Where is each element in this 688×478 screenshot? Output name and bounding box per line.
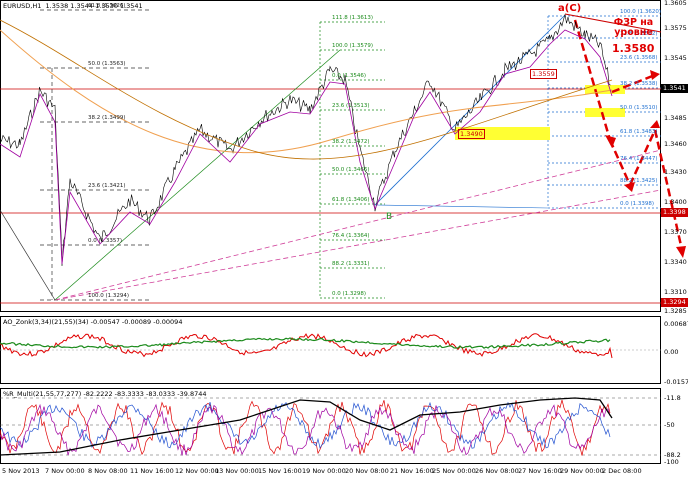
fib-level-label: 100.0 (1.3579) xyxy=(332,43,374,49)
time-axis-label: 8 Nov 08:00 xyxy=(88,467,128,475)
wave-label-b: B xyxy=(386,212,393,222)
fib-level-label: 76.4 (1.3447) xyxy=(620,156,658,162)
price-axis-label: 1.3605 xyxy=(664,0,687,7)
fib-level-label: 11.8 (1.3592) xyxy=(620,31,658,37)
fib-level-label: 50.0 (1.3563) xyxy=(88,61,126,67)
ao-axis-label: 0.00687 xyxy=(664,320,688,328)
price-axis-label: 1.3485 xyxy=(664,114,687,122)
price-axis-label: 1.3370 xyxy=(664,228,687,236)
time-axis-label: 25 Nov 00:00 xyxy=(432,467,476,475)
wpr-axis-label: -50 xyxy=(664,421,675,429)
time-axis-label: 13 Nov 00:00 xyxy=(215,467,259,475)
ohlc-values: 1.3538 1.3544 1.3530 1.3541 xyxy=(45,2,143,10)
wpr-axis-label: -100 xyxy=(664,458,679,466)
fib-level-label: 61.8 (1.3626) xyxy=(88,3,126,9)
time-axis-label: 27 Nov 16:00 xyxy=(518,467,562,475)
fib-level-label: 0.0 (1.3298) xyxy=(332,291,367,297)
fib-level-label: 111.8 (1.3613) xyxy=(332,15,374,21)
fib-level-label: 61.8 (1.3406) xyxy=(332,197,370,203)
time-axis-label: 15 Nov 16:00 xyxy=(258,467,302,475)
price-axis-label: 1.3460 xyxy=(664,140,687,148)
ao-axis-label: -0.0157 xyxy=(664,378,688,386)
fib-level-label: 0.0 (1.3398) xyxy=(620,201,655,207)
fib-level-label: 38.2 (1.3472) xyxy=(332,139,370,145)
wpr-title: %R_Multi(21,55,77,277) -82.2222 -83.3333… xyxy=(3,390,207,398)
level-tag-2: 1.3294 xyxy=(661,298,688,307)
fib-level-label: 100.0 (1.3294) xyxy=(88,293,130,299)
level-tag-1: 1.3398 xyxy=(661,208,688,217)
fib-level-label: 50.0 (1.3466) xyxy=(332,167,370,173)
ao-indicator-panel[interactable] xyxy=(0,316,661,384)
price-axis-label: 1.3430 xyxy=(664,168,687,176)
fib-level-label: 38.2 (1.3538) xyxy=(620,81,658,87)
fib-level-label: 100.0 (1.3620) xyxy=(620,9,662,15)
time-axis-label: 19 Nov 00:00 xyxy=(302,467,346,475)
fib-level-label: 88.2 (1.3425) xyxy=(620,178,658,184)
time-axis-label: 2 Dec 08:00 xyxy=(602,467,642,475)
price-axis-label: 1.3340 xyxy=(664,258,687,266)
current-price-tag: 1.3541 xyxy=(661,84,688,93)
time-axis-label: 26 Nov 08:00 xyxy=(475,467,519,475)
price-axis-label: 1.3575 xyxy=(664,24,687,32)
time-axis-label: 5 Nov 2013 xyxy=(2,467,40,475)
time-axis-label: 21 Nov 16:00 xyxy=(390,467,434,475)
fib-level-label: 76.4 (1.3364) xyxy=(332,233,370,239)
fib-level-label: 23.6 (1.3568) xyxy=(620,55,658,61)
ao-axis-label: 0.00 xyxy=(664,348,679,356)
highlight-box-3 xyxy=(455,127,550,140)
highlight-box-1 xyxy=(585,85,625,94)
price-chart-panel[interactable] xyxy=(0,0,661,312)
fib-level-label: 0.0 (1.3546) xyxy=(332,73,367,79)
level-box-label-2: 1.3490 xyxy=(458,129,485,139)
fib-level-label: 88.2 (1.3331) xyxy=(332,261,370,267)
price-axis-label: 1.3285 xyxy=(664,307,687,315)
wave-label-ac: a(C) xyxy=(558,3,582,14)
time-axis-label: 29 Nov 00:00 xyxy=(560,467,604,475)
annotation-level-text: ФЗР на уровне xyxy=(613,17,654,38)
fib-level-label: 23.6 (1.3421) xyxy=(88,183,126,189)
price-axis-label: 1.3310 xyxy=(664,288,687,296)
time-axis-label: 7 Nov 00:00 xyxy=(45,467,85,475)
wpr-axis-label: -11.8 xyxy=(664,394,681,402)
symbol-label: EURUSD,H1 xyxy=(3,2,42,10)
wpr-axis-label: -88.2 xyxy=(664,451,681,459)
level-box-label: 1.3559 xyxy=(530,69,557,79)
price-axis-label: 1.3545 xyxy=(664,54,687,62)
time-axis-label: 12 Nov 00:00 xyxy=(175,467,219,475)
price-axis-label: 1.3400 xyxy=(664,198,687,206)
fib-level-label: 23.6 (1.3513) xyxy=(332,103,370,109)
fib-level-label: 50.0 (1.3510) xyxy=(620,105,658,111)
fib-level-label: 61.8 (1.3483) xyxy=(620,129,658,135)
fib-level-label: 38.2 (1.3499) xyxy=(88,115,126,121)
highlight-box-2 xyxy=(585,108,625,117)
time-axis-label: 11 Nov 16:00 xyxy=(130,467,174,475)
fib-level-label: 0.0 (1.3357) xyxy=(88,238,123,244)
ao-title: AO_Zonk(3,34)(21,55)(34) -0.00547 -0.000… xyxy=(3,318,183,326)
time-axis-label: 20 Nov 08:00 xyxy=(345,467,389,475)
annotation-price: 1.3580 xyxy=(612,42,655,55)
main-chart-title: EURUSD,H1 1.3538 1.3544 1.3530 1.3541 xyxy=(3,2,143,10)
